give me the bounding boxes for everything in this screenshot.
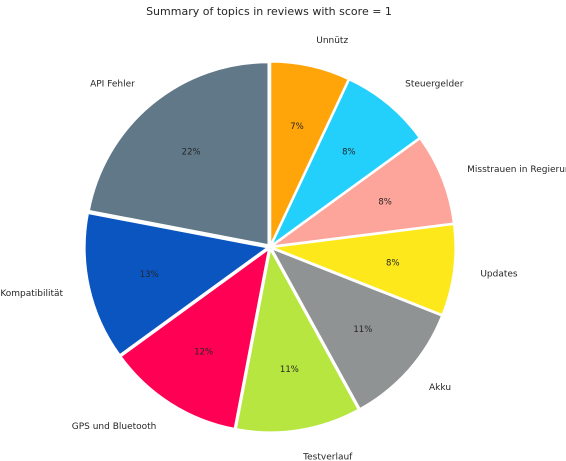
pie-slice-6 bbox=[120, 248, 270, 430]
slice-percent-6: 12% bbox=[194, 347, 213, 357]
pie-slice-3 bbox=[272, 223, 456, 316]
slice-label-4: Akku bbox=[429, 383, 451, 393]
slice-label-0: Unnütz bbox=[316, 36, 348, 46]
slice-percent-0: 7% bbox=[290, 122, 304, 132]
slice-percent-4: 11% bbox=[353, 325, 372, 335]
slice-percent-8: 22% bbox=[182, 148, 201, 158]
slice-label-5: Testverlauf bbox=[302, 452, 353, 461]
pie-slice-8 bbox=[88, 62, 269, 246]
slice-label-1: Steuergelder bbox=[405, 80, 464, 90]
pie-slice-7 bbox=[84, 212, 269, 356]
slice-percent-1: 8% bbox=[342, 148, 356, 158]
slice-label-6: GPS und Bluetooth bbox=[72, 422, 157, 432]
pie-slice-0 bbox=[270, 61, 349, 245]
slice-label-3: Updates bbox=[480, 270, 518, 280]
pie-slice-4 bbox=[270, 247, 443, 410]
pie-slice-2 bbox=[272, 138, 455, 247]
slice-percent-5: 11% bbox=[280, 365, 299, 375]
pie-slices bbox=[84, 61, 456, 433]
slice-label-7: Kompatibilität bbox=[0, 289, 63, 299]
pie-slice-5 bbox=[235, 248, 359, 433]
pie-labels: Unnütz 7% Steuergelder 8% Misstrauen in Regi… bbox=[0, 36, 566, 461]
slice-label-2: Misstrauen in Regierung bbox=[467, 165, 566, 175]
pie-slice-1 bbox=[271, 79, 420, 246]
chart-title: Summary of topics in reviews with score … bbox=[146, 5, 392, 18]
slice-percent-3: 8% bbox=[386, 259, 400, 269]
slice-percent-2: 8% bbox=[378, 197, 392, 207]
slice-percent-7: 13% bbox=[140, 270, 159, 280]
slice-label-8: API Fehler bbox=[90, 80, 135, 90]
